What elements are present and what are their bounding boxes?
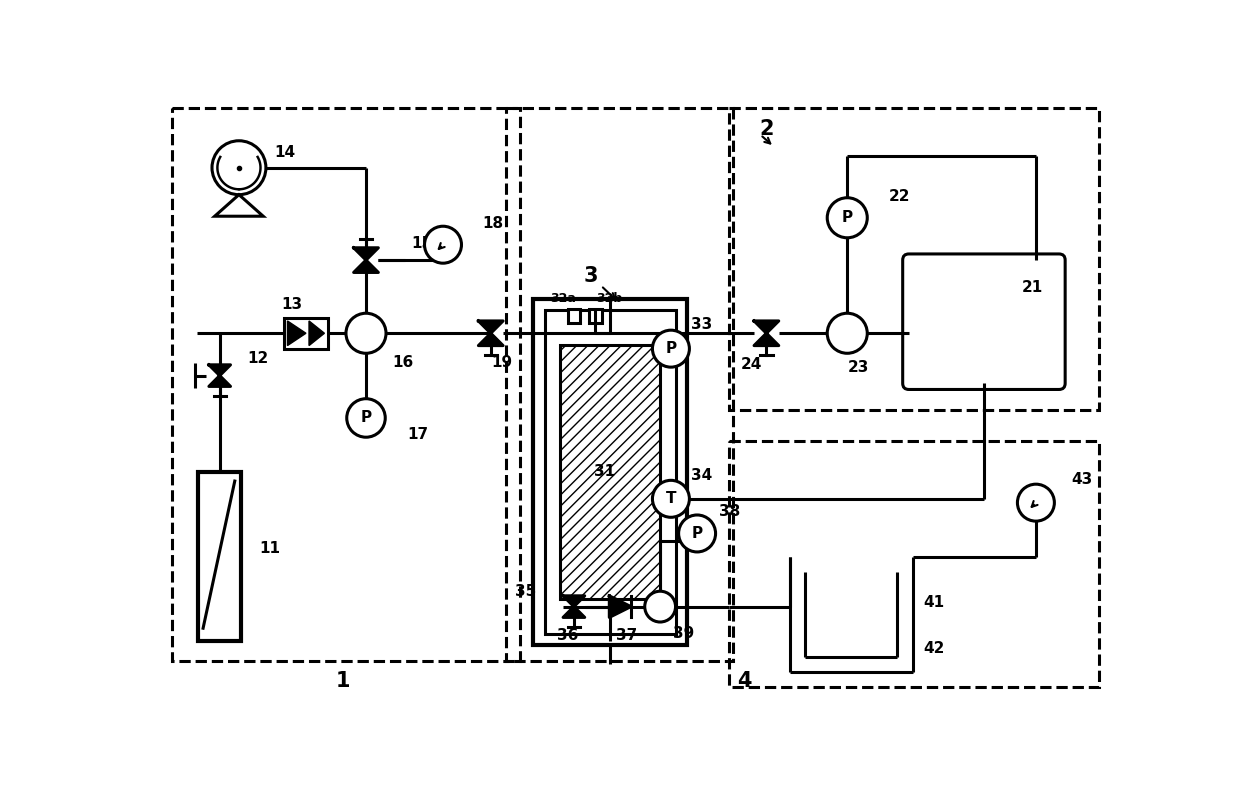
Bar [533, 299, 687, 645]
Bar [729, 109, 1099, 411]
Text: P: P [666, 341, 677, 356]
Bar [198, 472, 242, 641]
Bar [172, 109, 520, 661]
Text: 37: 37 [615, 628, 637, 643]
Circle shape [827, 198, 867, 238]
Text: 41: 41 [924, 595, 945, 610]
Text: 31: 31 [594, 464, 615, 479]
Text: 4: 4 [738, 671, 753, 691]
Circle shape [347, 399, 386, 437]
Circle shape [346, 314, 386, 353]
Circle shape [1017, 484, 1054, 521]
Text: 34: 34 [691, 468, 712, 483]
FancyBboxPatch shape [903, 254, 1065, 389]
Text: 32a: 32a [551, 292, 577, 305]
Circle shape [645, 591, 676, 622]
Text: 14: 14 [274, 145, 295, 160]
Text: 2: 2 [759, 119, 774, 139]
Bar [568, 310, 580, 323]
Circle shape [212, 141, 265, 195]
Text: 21: 21 [1022, 280, 1043, 295]
Text: 3: 3 [584, 266, 598, 285]
Circle shape [652, 330, 689, 367]
Text: 18: 18 [482, 216, 503, 231]
Polygon shape [208, 365, 231, 386]
Bar [589, 310, 601, 323]
Text: 22: 22 [889, 188, 910, 204]
Text: P: P [842, 210, 853, 225]
Polygon shape [609, 596, 631, 617]
Text: T: T [666, 491, 676, 507]
Circle shape [827, 314, 867, 353]
Text: 19: 19 [492, 355, 513, 370]
Polygon shape [479, 321, 503, 346]
Text: 12: 12 [248, 351, 269, 366]
Text: 43: 43 [1071, 472, 1092, 487]
Text: 13: 13 [281, 296, 303, 311]
Text: 23: 23 [848, 360, 869, 375]
Text: 38: 38 [719, 504, 740, 519]
Text: 39: 39 [672, 626, 694, 641]
Text: 24: 24 [740, 356, 761, 372]
Text: 1: 1 [336, 671, 350, 691]
Text: 33: 33 [691, 317, 712, 332]
Text: 17: 17 [408, 427, 429, 442]
Bar [729, 441, 1099, 687]
Polygon shape [353, 247, 378, 273]
Circle shape [678, 515, 715, 552]
Text: 36: 36 [557, 628, 578, 643]
Polygon shape [288, 321, 306, 346]
Text: 32b: 32b [596, 292, 622, 305]
Polygon shape [215, 195, 263, 216]
Bar [284, 318, 327, 348]
Bar [506, 109, 733, 661]
Polygon shape [309, 321, 325, 346]
Text: P: P [692, 526, 703, 541]
Bar [544, 310, 676, 634]
Text: 11: 11 [259, 541, 280, 556]
Polygon shape [754, 321, 779, 346]
Bar [560, 345, 660, 599]
Text: 42: 42 [924, 641, 945, 656]
Text: 15: 15 [410, 236, 432, 251]
Circle shape [424, 226, 461, 263]
Text: P: P [361, 411, 372, 426]
Polygon shape [563, 596, 585, 617]
Text: 35: 35 [515, 584, 536, 599]
Circle shape [652, 481, 689, 517]
Text: 16: 16 [392, 355, 414, 370]
